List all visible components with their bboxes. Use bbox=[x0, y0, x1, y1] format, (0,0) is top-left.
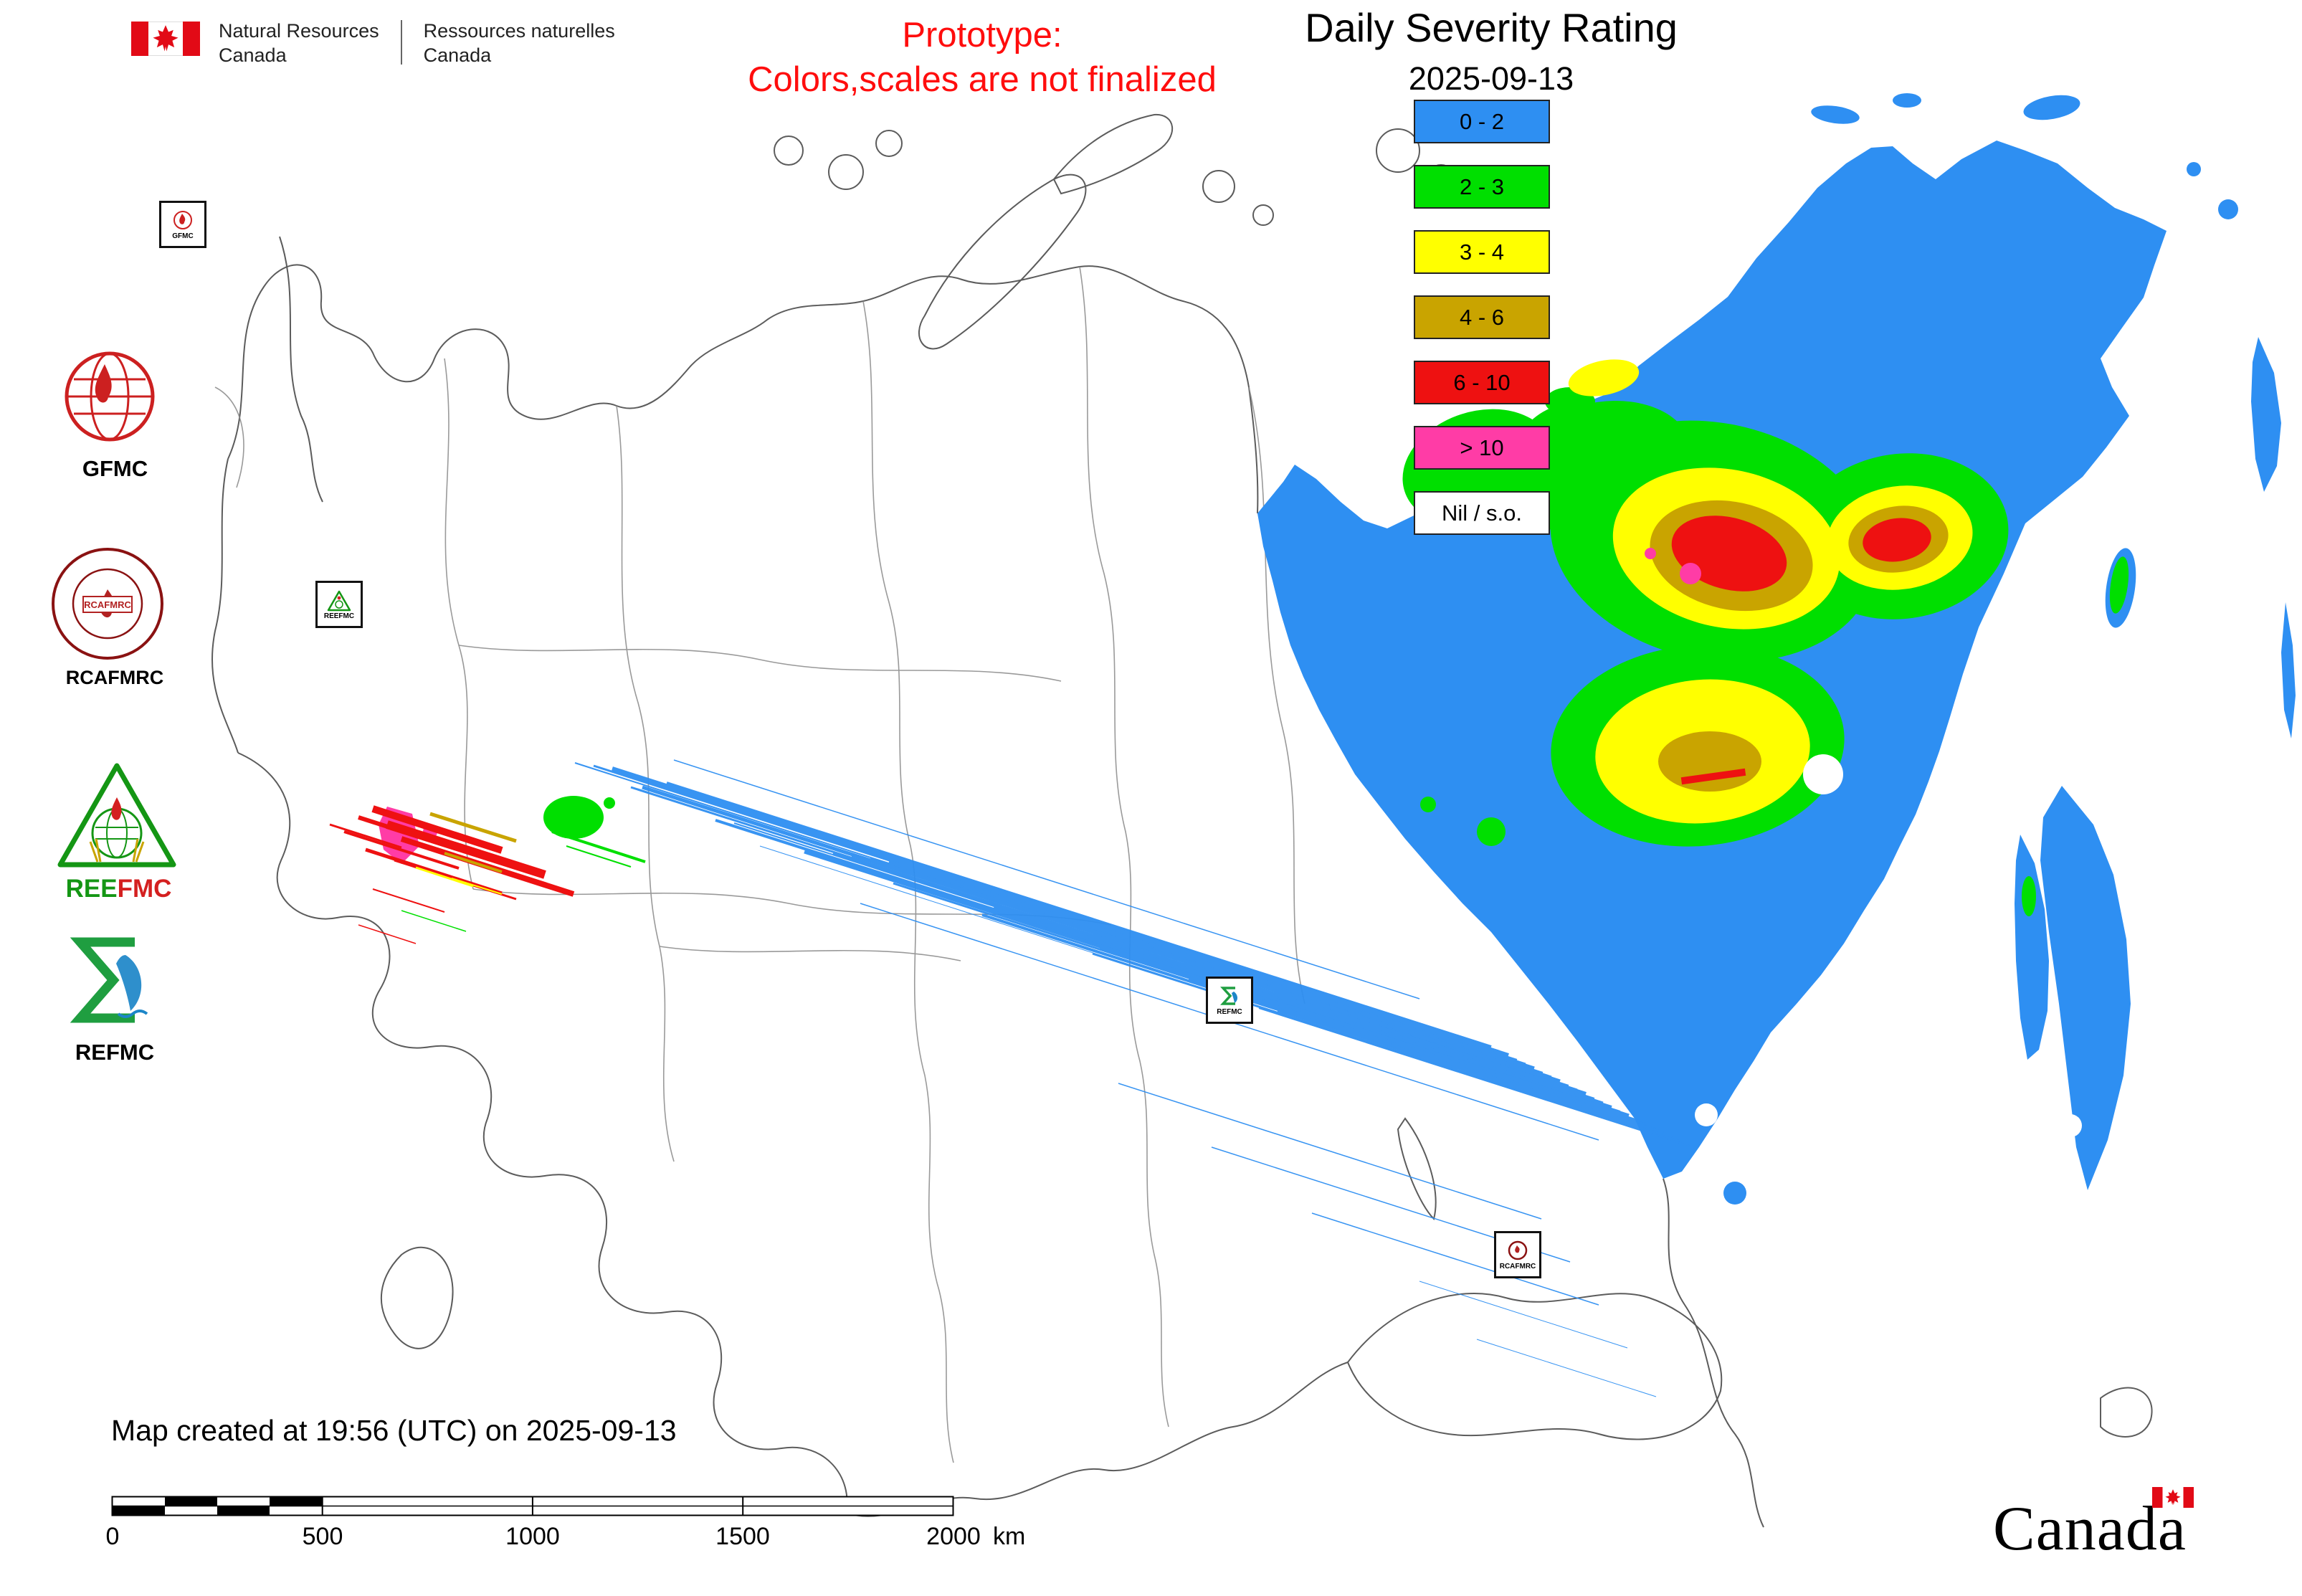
severity-legend: 0 - 2 2 - 3 3 - 4 4 - 6 6 - 10 > 10 Nil … bbox=[1414, 100, 1550, 556]
nrcan-divider bbox=[400, 20, 402, 65]
severity-layer-magenta bbox=[1645, 548, 1701, 584]
map-marker-rcafmrc: RCAFMRC bbox=[1494, 1231, 1541, 1278]
severity-nil-holes bbox=[1695, 754, 2082, 1137]
rcafmrc-logo: RCAFMRC RCAFMRC bbox=[50, 546, 179, 689]
map-marker-refmc: REFMC bbox=[1206, 977, 1253, 1024]
legend-item-nil: Nil / s.o. bbox=[1414, 491, 1550, 535]
scale-bar-labels: 0 500 1000 1500 2000 km bbox=[0, 1523, 2302, 1556]
map-internal-borders bbox=[214, 266, 1305, 1463]
legend-item-3-4: 3 - 4 bbox=[1414, 230, 1550, 274]
canada-wordmark-flag-icon bbox=[2151, 1487, 2194, 1508]
reefmc-logo: REEFMC bbox=[56, 761, 181, 903]
blue-streak-artifacts bbox=[574, 759, 1690, 1397]
scale-tick-0: 0 bbox=[105, 1523, 120, 1550]
gfmc-logo-icon bbox=[65, 351, 155, 442]
map-created-text: Map created at 19:56 (UTC) on 2025-09-13 bbox=[111, 1414, 677, 1447]
prototype-notice: Prototype: Colors,scales are not finaliz… bbox=[748, 16, 1217, 99]
gfmc-marker-icon bbox=[173, 210, 192, 229]
map-marker-rcafmrc-label: RCAFMRC bbox=[1499, 1262, 1536, 1270]
reefmc-logo-label: REEFMC bbox=[65, 875, 172, 903]
scale-tick-2000: 2000 bbox=[926, 1523, 981, 1550]
map-marker-gfmc: GFMC bbox=[159, 201, 206, 248]
legend-item-2-3: 2 - 3 bbox=[1414, 165, 1550, 209]
reefmc-marker-icon bbox=[327, 590, 351, 611]
map-date: 2025-09-13 bbox=[1408, 60, 1574, 97]
refmc-logo: REFMC bbox=[50, 926, 179, 1065]
map-marker-refmc-label: REFMC bbox=[1217, 1007, 1242, 1016]
page-title: Daily Severity Rating bbox=[1305, 5, 1678, 50]
rcafmrc-logo-label: RCAFMRC bbox=[65, 667, 164, 688]
map-marker-gfmc-label: GFMC bbox=[172, 232, 194, 240]
gfmc-logo: GFMC bbox=[42, 343, 189, 482]
map-marker-reefmc-label: REEFMC bbox=[323, 612, 355, 620]
refmc-marker-icon bbox=[1220, 986, 1238, 1005]
reefmc-logo-icon bbox=[57, 763, 176, 868]
canada-wordmark: Canada bbox=[1993, 1487, 2194, 1565]
nrcan-text-en: Natural Resources Canada bbox=[219, 20, 379, 66]
scale-bar bbox=[111, 1496, 954, 1516]
rcafmrc-marker-icon bbox=[1508, 1240, 1528, 1260]
legend-item-0-2: 0 - 2 bbox=[1414, 100, 1550, 143]
scale-unit-label: km bbox=[993, 1523, 1026, 1550]
refmc-logo-icon bbox=[70, 937, 148, 1023]
scale-tick-1500: 1500 bbox=[715, 1523, 770, 1550]
nrcan-signature: Natural Resources Canada Ressources natu… bbox=[131, 19, 615, 67]
map-marker-reefmc: REEFMC bbox=[315, 581, 363, 628]
gfmc-logo-label: GFMC bbox=[82, 456, 148, 481]
scale-tick-500: 500 bbox=[302, 1523, 343, 1550]
nrcan-text-fr: Ressources naturelles Canada bbox=[423, 20, 615, 66]
refmc-logo-label: REFMC bbox=[75, 1040, 155, 1065]
scale-tick-1000: 1000 bbox=[505, 1523, 560, 1550]
svg-text:RCAFMRC: RCAFMRC bbox=[84, 599, 131, 610]
canada-flag-icon bbox=[131, 22, 200, 56]
rcafmrc-logo-icon: RCAFMRC bbox=[52, 548, 163, 660]
legend-item-4-6: 4 - 6 bbox=[1414, 295, 1550, 339]
legend-item-6-10: 6 - 10 bbox=[1414, 361, 1550, 404]
west-artifact-cluster bbox=[329, 796, 646, 944]
legend-item-gt10: > 10 bbox=[1414, 426, 1550, 470]
